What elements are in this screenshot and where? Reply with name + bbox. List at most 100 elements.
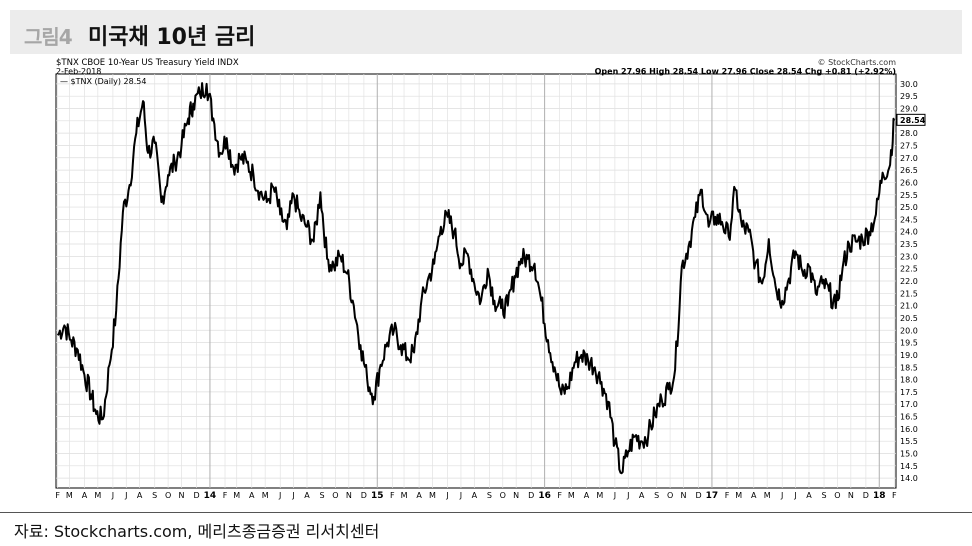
x-tick-label: J xyxy=(613,491,616,500)
x-tick-label: O xyxy=(500,491,506,500)
x-tick-label: F xyxy=(55,491,60,500)
y-tick-label: 19.0 xyxy=(900,351,918,360)
x-tick-label: A xyxy=(304,491,310,500)
last-value-box xyxy=(896,113,926,126)
x-tick-label: D xyxy=(695,491,701,500)
x-tick-label: S xyxy=(320,491,325,500)
y-tick-label: 24.5 xyxy=(900,215,918,224)
x-tick-label: O xyxy=(332,491,338,500)
y-tick-label: 14.5 xyxy=(900,462,918,471)
y-tick-label: 25.0 xyxy=(900,203,918,212)
y-tick-label: 23.0 xyxy=(900,252,918,261)
x-tick-label: N xyxy=(346,491,352,500)
x-tick-label: J xyxy=(291,491,294,500)
x-tick-label: 15 xyxy=(371,491,384,501)
x-tick-label: N xyxy=(179,491,185,500)
chart-container: 30.029.529.028.528.027.527.026.526.025.5… xyxy=(10,56,962,508)
x-tick-label: A xyxy=(249,491,255,500)
x-tick-label: O xyxy=(165,491,171,500)
y-tick-label: 26.0 xyxy=(900,178,918,187)
x-axis: F M A M J J A S O N D 14 F M A M J J A S O N D 15 F M A M J J A S O N D 16 F… xyxy=(55,491,897,501)
header-date: 2-Feb-2018 xyxy=(56,67,101,76)
last-value-marker: 28.54 xyxy=(896,113,926,126)
x-tick-label: J xyxy=(793,491,796,500)
x-tick-label: D xyxy=(361,491,367,500)
x-tick-label: J xyxy=(626,491,629,500)
x-tick-label: J xyxy=(111,491,114,500)
series-line-tnx xyxy=(56,82,896,475)
x-tick-label: D xyxy=(863,491,869,500)
x-tick-label: A xyxy=(806,491,812,500)
y-tick-label: 20.0 xyxy=(900,326,918,335)
x-tick-label: 17 xyxy=(706,491,719,501)
y-tick-label: 15.0 xyxy=(900,450,918,459)
y-tick-label: 29.5 xyxy=(900,92,918,101)
y-tick-label: 15.5 xyxy=(900,437,918,446)
y-tick-label: 28.0 xyxy=(900,129,918,138)
y-tick-label: 26.5 xyxy=(900,166,918,175)
x-tick-label: A xyxy=(137,491,143,500)
x-tick-label: S xyxy=(152,491,157,500)
x-tick-label: M xyxy=(262,491,269,500)
y-tick-label: 16.0 xyxy=(900,425,918,434)
x-tick-label: F xyxy=(223,491,228,500)
x-tick-label: A xyxy=(472,491,478,500)
source-divider xyxy=(0,512,972,513)
y-tick-label: 27.0 xyxy=(900,154,918,163)
y-tick-label: 17.5 xyxy=(900,388,918,397)
figure-label: 그림4 xyxy=(24,25,73,49)
x-tick-label: S xyxy=(822,491,827,500)
last-value-label: 28.54 xyxy=(900,116,926,125)
y-tick-label: 29.0 xyxy=(900,105,918,114)
y-tick-label: 18.0 xyxy=(900,376,918,385)
x-tick-label: J xyxy=(780,491,783,500)
x-tick-label: D xyxy=(193,491,199,500)
y-tick-label: 21.0 xyxy=(900,302,918,311)
x-tick-label: N xyxy=(680,491,686,500)
y-tick-label: 27.5 xyxy=(900,141,918,150)
y-tick-label: 20.5 xyxy=(900,314,918,323)
x-tick-label: M xyxy=(764,491,771,500)
symbol-line: $TNX CBOE 10-Year US Treasury Yield INDX xyxy=(56,58,239,68)
x-tick-label: S xyxy=(487,491,492,500)
x-tick-label: 16 xyxy=(538,491,551,501)
x-tick-label: M xyxy=(568,491,575,500)
x-tick-label: A xyxy=(584,491,590,500)
y-tick-label: 24.0 xyxy=(900,228,918,237)
x-tick-label: M xyxy=(429,491,436,500)
y-tick-label: 14.0 xyxy=(900,474,918,483)
figure-title: 미국채 10년 금리 xyxy=(88,25,256,50)
x-tick-label: N xyxy=(848,491,854,500)
x-tick-label: D xyxy=(528,491,534,500)
y-tick-label: 22.5 xyxy=(900,265,918,274)
x-tick-label: 18 xyxy=(873,491,886,501)
x-tick-label: F xyxy=(892,491,897,500)
x-tick-label: M xyxy=(66,491,73,500)
x-tick-label: M xyxy=(94,491,101,500)
x-tick-label: M xyxy=(401,491,408,500)
x-tick-label: J xyxy=(278,491,281,500)
x-tick-label: J xyxy=(445,491,448,500)
y-tick-label: 17.0 xyxy=(900,400,918,409)
y-axis: 30.029.529.028.528.027.527.026.526.025.5… xyxy=(900,80,918,483)
y-tick-label: 22.0 xyxy=(900,277,918,286)
ohlc-line: Open 27.96 High 28.54 Low 27.96 Close 28… xyxy=(595,67,896,76)
x-tick-label: O xyxy=(667,491,673,500)
y-tick-label: 25.5 xyxy=(900,191,918,200)
x-tick-label: A xyxy=(416,491,422,500)
x-tick-label: 14 xyxy=(204,491,217,501)
tnx-chart: 30.029.529.028.528.027.527.026.526.025.5… xyxy=(55,58,926,501)
x-tick-label: S xyxy=(654,491,659,500)
x-tick-label: F xyxy=(725,491,730,500)
x-tick-label: A xyxy=(82,491,88,500)
x-tick-label: A xyxy=(639,491,645,500)
y-tick-label: 21.5 xyxy=(900,289,918,298)
y-tick-label: 19.5 xyxy=(900,339,918,348)
y-tick-label: 23.5 xyxy=(900,240,918,249)
figure-title-bar: 그림4 미국채 10년 금리 xyxy=(10,10,962,54)
x-tick-label: M xyxy=(596,491,603,500)
legend-entry: — $TNX (Daily) 28.54 xyxy=(60,77,146,86)
copyright: © StockCharts.com xyxy=(818,58,897,67)
x-tick-label: N xyxy=(513,491,519,500)
x-tick-label: M xyxy=(233,491,240,500)
